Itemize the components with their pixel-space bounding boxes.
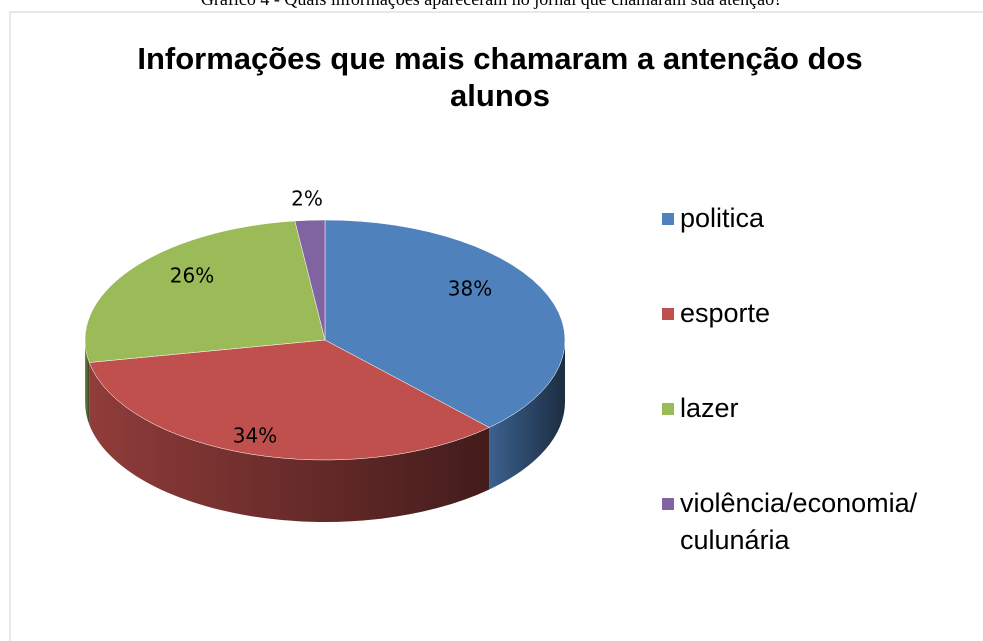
legend-item: esporte — [662, 295, 972, 390]
slice — [294, 219, 326, 341]
slice-side — [89, 362, 490, 523]
chart-frame — [9, 11, 983, 641]
legend-item: violência/economia/ culunária — [662, 485, 972, 580]
legend: politica esporte lazer violência/economia/ … — [662, 200, 972, 580]
legend-swatch — [662, 498, 674, 510]
data-label: 38% — [448, 277, 492, 301]
legend-item: lazer — [662, 390, 972, 485]
legend-label: politica — [680, 203, 765, 233]
legend-label: lazer — [680, 393, 739, 423]
slice — [88, 339, 490, 461]
data-label: 26% — [170, 264, 214, 288]
caption: Gráfico 4 - Quais informações apareceram… — [0, 0, 983, 10]
slice-side — [85, 340, 90, 425]
legend-swatch — [662, 213, 674, 225]
chart-title: Informações que mais chamaram a antenção… — [137, 41, 863, 113]
slice — [324, 219, 566, 428]
legend-swatch — [662, 308, 674, 320]
legend-label: violência/economia/ culunária — [680, 488, 918, 555]
legend-swatch — [662, 403, 674, 415]
legend-label: esporte — [680, 298, 771, 328]
legend-item: politica — [662, 200, 972, 295]
slice — [84, 220, 326, 363]
data-label: 34% — [233, 424, 277, 448]
slice-side — [489, 340, 565, 490]
data-label: 2% — [291, 187, 323, 211]
